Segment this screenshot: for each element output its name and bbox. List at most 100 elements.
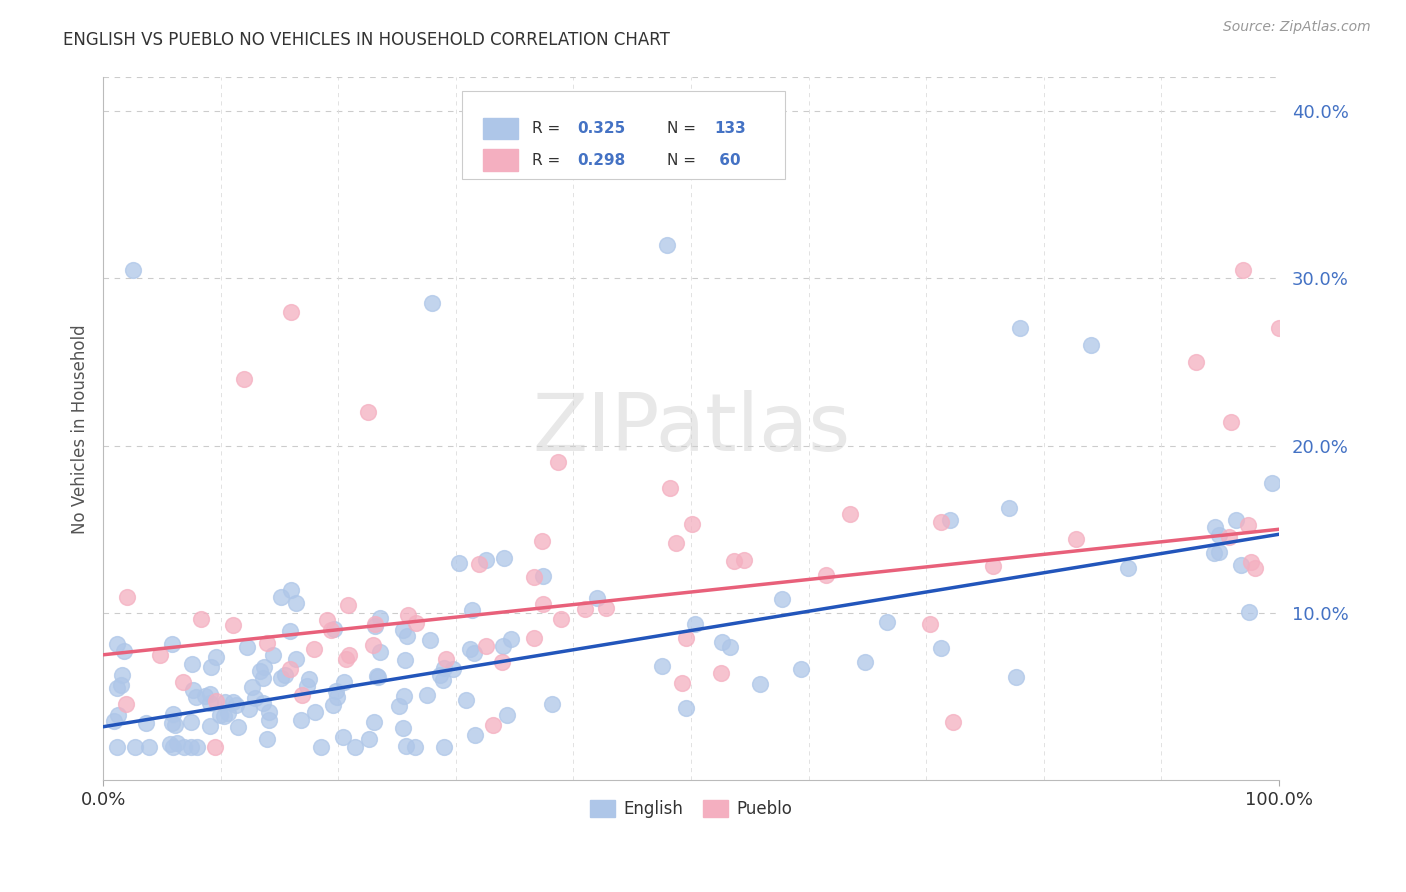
Point <box>1116 561 1139 575</box>
Point <box>432 673 454 687</box>
Point <box>363 715 385 730</box>
Point <box>186 739 208 754</box>
Point <box>433 661 456 675</box>
Point <box>1239 555 1261 569</box>
Point <box>496 708 519 723</box>
Point <box>270 590 292 604</box>
Point <box>278 662 301 676</box>
Point <box>1080 338 1102 352</box>
Point <box>460 603 482 617</box>
Legend: English, Pueblo: English, Pueblo <box>583 793 799 825</box>
Point <box>1225 513 1247 527</box>
Point <box>929 640 952 655</box>
Point <box>367 670 389 684</box>
Point <box>184 690 207 704</box>
Point <box>198 687 221 701</box>
Point <box>939 513 962 527</box>
Point <box>675 632 697 646</box>
Point <box>105 681 128 696</box>
Point <box>198 719 221 733</box>
Point <box>112 644 135 658</box>
Point <box>262 648 284 662</box>
Point <box>295 679 318 693</box>
Point <box>205 694 228 708</box>
FancyBboxPatch shape <box>461 92 785 179</box>
Point <box>226 720 249 734</box>
Point <box>657 237 679 252</box>
Point <box>160 715 183 730</box>
Point <box>531 533 554 548</box>
Point <box>523 631 546 645</box>
Point <box>1267 321 1289 335</box>
Point <box>181 682 204 697</box>
Point <box>419 632 441 647</box>
Point <box>323 622 346 636</box>
Point <box>574 602 596 616</box>
Point <box>280 304 302 318</box>
Text: ZIPatlas: ZIPatlas <box>531 390 851 468</box>
Point <box>405 616 427 631</box>
Point <box>243 690 266 705</box>
Point <box>585 591 607 605</box>
Point <box>651 658 673 673</box>
Point <box>499 632 522 647</box>
Point <box>1010 321 1032 335</box>
Point <box>929 515 952 529</box>
Point <box>257 713 280 727</box>
Point <box>475 640 498 654</box>
Point <box>1218 530 1240 544</box>
Point <box>290 713 312 727</box>
Text: N =: N = <box>668 153 702 168</box>
Point <box>449 556 471 570</box>
Point <box>839 508 862 522</box>
Point <box>456 693 478 707</box>
Text: ENGLISH VS PUEBLO NO VEHICLES IN HOUSEHOLD CORRELATION CHART: ENGLISH VS PUEBLO NO VEHICLES IN HOUSEHO… <box>63 31 671 49</box>
Point <box>198 696 221 710</box>
Point <box>1185 355 1208 369</box>
Point <box>284 596 307 610</box>
Point <box>356 405 378 419</box>
Point <box>710 666 733 681</box>
Point <box>326 690 349 704</box>
Text: R =: R = <box>533 121 565 136</box>
Point <box>285 652 308 666</box>
Point <box>325 684 347 698</box>
Point <box>256 635 278 649</box>
Point <box>394 653 416 667</box>
Point <box>364 619 387 633</box>
Point <box>309 739 332 754</box>
Point <box>257 706 280 720</box>
Point <box>110 678 132 692</box>
Point <box>236 640 259 655</box>
Point <box>180 714 202 729</box>
Point <box>723 553 745 567</box>
Point <box>105 739 128 754</box>
Point <box>252 696 274 710</box>
Text: 133: 133 <box>714 121 747 136</box>
Point <box>298 672 321 686</box>
Point <box>460 641 482 656</box>
Point <box>942 714 965 729</box>
Y-axis label: No Vehicles in Household: No Vehicles in Household <box>72 324 89 533</box>
Point <box>107 708 129 723</box>
Point <box>396 608 419 623</box>
Point <box>121 263 143 277</box>
Point <box>531 597 554 611</box>
Point <box>420 296 443 310</box>
Point <box>181 657 204 672</box>
Point <box>434 651 457 665</box>
Point <box>718 640 741 655</box>
Text: Source: ZipAtlas.com: Source: ZipAtlas.com <box>1223 20 1371 34</box>
Point <box>166 736 188 750</box>
Point <box>315 613 337 627</box>
Point <box>253 660 276 674</box>
Point <box>249 665 271 679</box>
Point <box>1005 670 1028 684</box>
Point <box>533 569 555 583</box>
Text: 0.298: 0.298 <box>576 153 626 168</box>
Point <box>595 601 617 615</box>
Point <box>464 728 486 742</box>
Point <box>683 616 706 631</box>
Point <box>135 715 157 730</box>
FancyBboxPatch shape <box>482 150 519 170</box>
